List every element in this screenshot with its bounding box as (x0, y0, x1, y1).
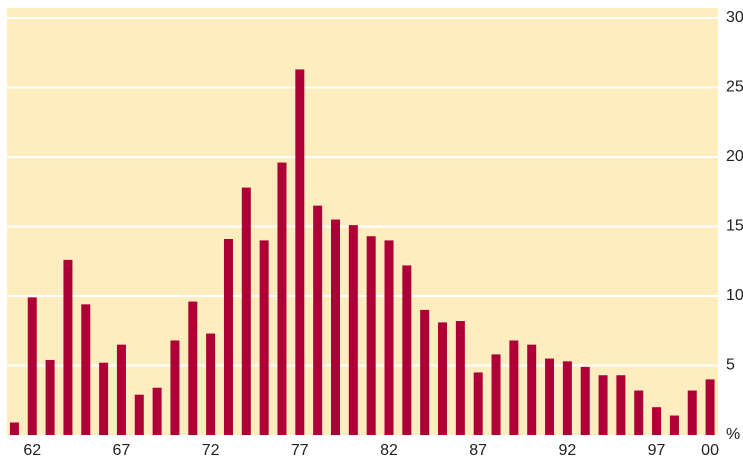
y-tick-label: 5 (726, 357, 735, 374)
x-tick-label: 97 (648, 442, 666, 459)
y-tick-label: 20 (726, 148, 743, 165)
y-tick-label: 25 (726, 79, 743, 96)
x-tick-label: 62 (23, 442, 41, 459)
bar (63, 259, 73, 435)
bar (438, 322, 448, 435)
x-tick-label: 00 (701, 442, 719, 459)
bar (99, 362, 109, 435)
y-tick-label: 30 (726, 9, 743, 26)
bar (527, 344, 537, 435)
plot-background (7, 8, 718, 435)
bar (705, 379, 715, 435)
bar (580, 366, 590, 435)
bar (384, 240, 394, 435)
bar (455, 321, 465, 435)
x-tick-label: 92 (558, 442, 576, 459)
bar (509, 340, 519, 435)
bar (491, 354, 501, 435)
bar (402, 265, 412, 435)
bar (81, 304, 91, 435)
x-tick-label: 67 (113, 442, 131, 459)
bar (330, 219, 340, 435)
bar (313, 205, 323, 435)
bar (545, 358, 555, 435)
bar (598, 375, 608, 435)
x-tick-label: 77 (291, 442, 309, 459)
bar (188, 301, 198, 435)
bar (420, 309, 430, 435)
y-tick-label: % (726, 426, 740, 443)
x-tick-label: 82 (380, 442, 398, 459)
bar (295, 69, 305, 436)
bar (652, 407, 662, 435)
bar (616, 375, 626, 435)
bar (687, 390, 697, 435)
bar (277, 162, 287, 435)
bar (116, 344, 126, 435)
bar (669, 415, 679, 435)
x-tick-label: 87 (469, 442, 487, 459)
bar (170, 340, 180, 435)
bar (473, 372, 483, 435)
bar (134, 394, 144, 435)
bar (206, 333, 216, 435)
bar (366, 236, 376, 435)
bar (259, 240, 269, 435)
bar (152, 387, 162, 435)
bar (45, 359, 55, 435)
bar (562, 361, 572, 435)
bar (634, 390, 644, 435)
x-tick-label: 72 (202, 442, 220, 459)
bar (348, 225, 358, 435)
bar (223, 239, 233, 435)
bar (9, 422, 19, 435)
y-tick-label: 10 (726, 287, 743, 304)
bar (27, 297, 37, 435)
y-tick-label: 15 (726, 218, 743, 235)
bar (241, 187, 251, 435)
